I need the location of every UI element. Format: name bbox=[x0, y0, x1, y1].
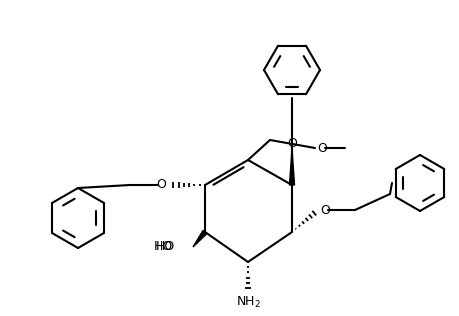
Polygon shape bbox=[290, 148, 295, 185]
Text: O: O bbox=[156, 179, 166, 191]
Text: O: O bbox=[317, 142, 327, 155]
Text: HO: HO bbox=[156, 240, 175, 253]
Polygon shape bbox=[193, 230, 207, 247]
Text: NH$_2$: NH$_2$ bbox=[235, 295, 261, 310]
Text: O: O bbox=[287, 137, 297, 150]
Text: HO: HO bbox=[154, 240, 173, 253]
Text: O: O bbox=[320, 204, 330, 216]
